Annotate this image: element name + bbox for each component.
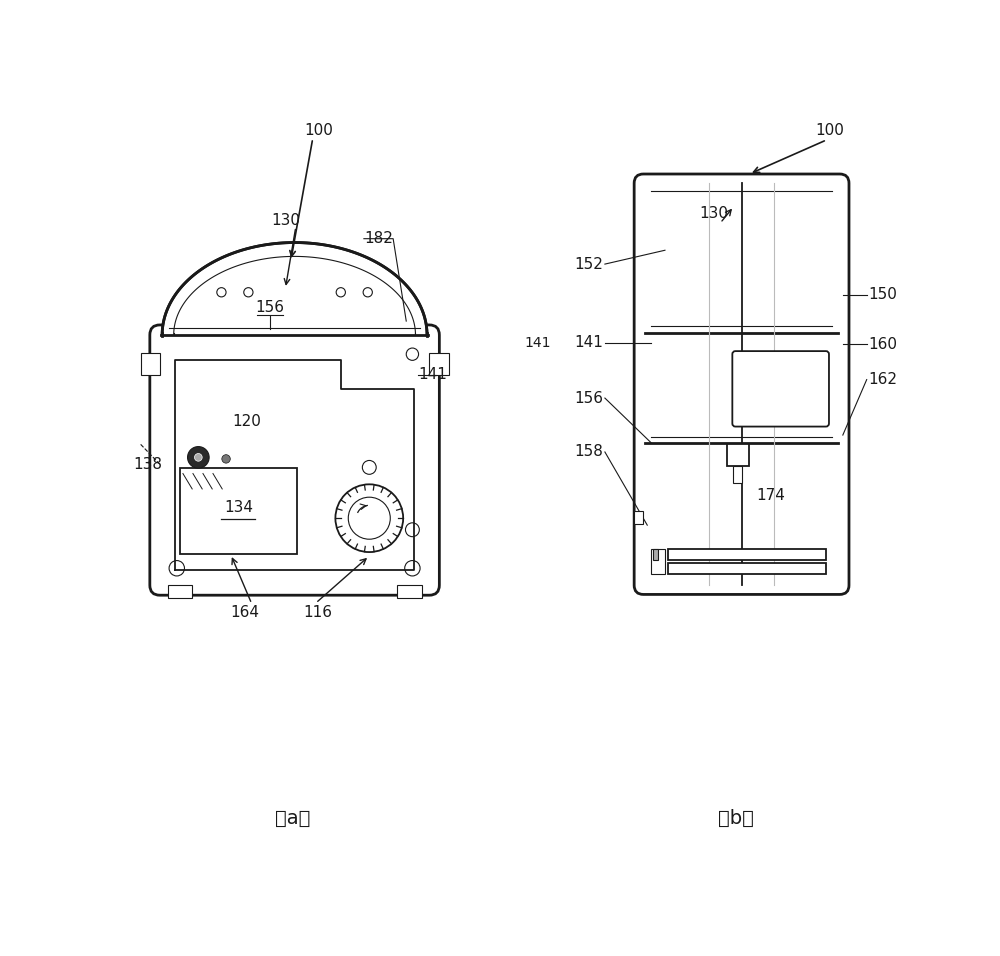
Bar [668, 549, 826, 560]
Text: 130: 130 [271, 213, 300, 228]
Bar [634, 511, 643, 524]
Text: 152: 152 [574, 256, 603, 272]
Text: 138: 138 [133, 457, 162, 472]
Text: 174: 174 [757, 489, 785, 503]
Bar [727, 445, 749, 466]
Bar [653, 549, 658, 560]
Text: 141: 141 [574, 336, 603, 350]
Text: 100: 100 [815, 123, 844, 139]
Text: 162: 162 [868, 372, 897, 387]
Bar [168, 585, 192, 598]
FancyBboxPatch shape [634, 174, 849, 595]
Text: 156: 156 [574, 391, 603, 405]
Circle shape [194, 453, 202, 461]
Text: 160: 160 [868, 337, 897, 352]
Text: 116: 116 [303, 604, 332, 619]
Text: （b）: （b） [718, 809, 754, 828]
Text: 164: 164 [231, 604, 260, 619]
Text: 141: 141 [419, 367, 447, 382]
Text: 158: 158 [574, 445, 603, 460]
Text: 134: 134 [224, 500, 253, 515]
Text: （a）: （a） [275, 809, 311, 828]
Bar [668, 563, 826, 574]
Circle shape [222, 455, 230, 463]
Bar [397, 585, 422, 598]
Text: 120: 120 [232, 414, 261, 428]
FancyBboxPatch shape [150, 325, 439, 596]
Bar [180, 468, 297, 554]
FancyBboxPatch shape [732, 351, 829, 426]
Text: 156: 156 [255, 300, 284, 315]
Text: 130: 130 [700, 206, 729, 221]
Text: 141: 141 [524, 336, 551, 350]
Text: 182: 182 [365, 231, 394, 247]
Bar [429, 354, 449, 375]
Bar [651, 549, 665, 574]
Circle shape [188, 446, 209, 468]
Bar [141, 354, 160, 375]
Text: 100: 100 [304, 123, 333, 139]
Polygon shape [162, 243, 427, 335]
Bar [733, 466, 742, 483]
Text: 150: 150 [868, 288, 897, 302]
